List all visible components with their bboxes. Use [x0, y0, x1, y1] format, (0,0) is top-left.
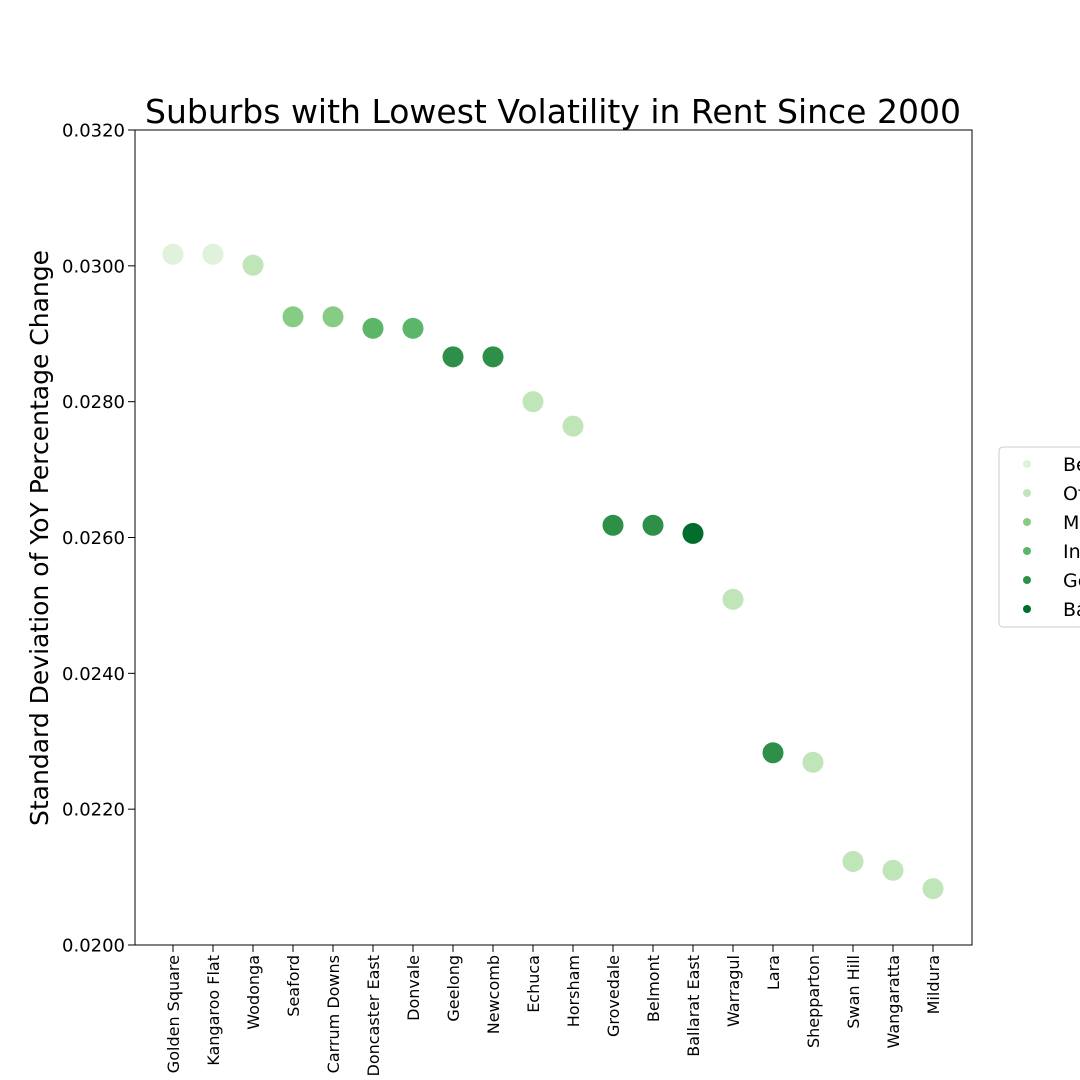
data-point[interactable]: [842, 850, 864, 872]
x-tick-label: Wodonga: [244, 955, 263, 1030]
x-tick-label: Carrum Downs: [324, 955, 343, 1073]
y-tick-label: 0.0280: [62, 392, 125, 413]
data-point[interactable]: [242, 254, 264, 276]
data-point[interactable]: [482, 346, 504, 368]
legend-marker: [1023, 518, 1031, 526]
data-point[interactable]: [722, 588, 744, 610]
x-tick-label: Ballarat East: [684, 955, 703, 1057]
legend-label: In: [1063, 541, 1080, 563]
data-point[interactable]: [162, 243, 184, 265]
plot-area: [134, 129, 973, 946]
legend-marker: [1023, 489, 1031, 497]
legend-marker: [1023, 460, 1031, 468]
y-tick-label: 0.0220: [62, 800, 125, 821]
data-point[interactable]: [322, 306, 344, 328]
y-tick-label: 0.0300: [62, 256, 125, 277]
x-tick-label: Geelong: [444, 955, 463, 1022]
x-tick-label: Echuca: [524, 955, 543, 1013]
legend-label: Be: [1063, 454, 1080, 476]
legend-marker: [1023, 547, 1031, 555]
legend-marker: [1023, 605, 1031, 613]
y-tick-label: 0.0200: [62, 936, 125, 957]
data-point[interactable]: [922, 878, 944, 900]
x-tick-label: Newcomb: [484, 955, 503, 1034]
data-point[interactable]: [442, 346, 464, 368]
x-tick-label: Lara: [764, 955, 783, 990]
data-point[interactable]: [802, 751, 824, 773]
data-points: [162, 243, 944, 900]
data-point[interactable]: [882, 859, 904, 881]
x-axis: Golden Square Kangaroo Flat Wodonga Seaford…: [164, 945, 943, 1077]
data-point[interactable]: [602, 514, 624, 536]
x-tick-label: Swan Hill: [844, 955, 863, 1029]
x-tick-label: Shepparton: [804, 955, 823, 1048]
x-tick-label: Horsham: [564, 955, 583, 1027]
legend-label: Ge: [1063, 570, 1080, 592]
x-tick-label: Warragul: [724, 955, 743, 1027]
x-tick-label: Kangaroo Flat: [204, 955, 223, 1066]
legend-label: Ba: [1063, 599, 1080, 621]
x-tick-label: Doncaster East: [364, 955, 383, 1077]
x-tick-label: Golden Square: [164, 955, 183, 1073]
legend[interactable]: Be Of M In Ge Ba: [998, 446, 1080, 628]
legend-label: M: [1063, 512, 1079, 534]
chart-title: Suburbs with Lowest Volatility in Rent S…: [145, 92, 961, 131]
data-point[interactable]: [202, 243, 224, 265]
data-point[interactable]: [522, 391, 544, 413]
data-point[interactable]: [682, 522, 704, 544]
x-tick-label: Wangaratta: [884, 955, 903, 1048]
legend-marker: [1023, 576, 1031, 584]
y-tick-label: 0.0260: [62, 528, 125, 549]
x-tick-label: Mildura: [924, 955, 943, 1014]
x-tick-label: Seaford: [284, 955, 303, 1017]
y-tick-label: 0.0320: [62, 121, 125, 142]
data-point[interactable]: [402, 317, 424, 339]
legend-box: [998, 446, 1080, 628]
y-tick-label: 0.0240: [62, 664, 125, 685]
data-point[interactable]: [762, 742, 784, 764]
x-tick-label: Donvale: [404, 955, 423, 1021]
y-axis: 0.0200 0.0220 0.0240 0.0260 0.0280 0.0300 0.03…: [62, 121, 135, 957]
data-point[interactable]: [562, 415, 584, 437]
y-axis-label: Standard Deviation of YoY Percentage Cha…: [25, 250, 54, 826]
legend-label: Of: [1063, 483, 1080, 505]
x-tick-label: Grovedale: [604, 955, 623, 1037]
data-point[interactable]: [282, 306, 304, 328]
data-point[interactable]: [642, 514, 664, 536]
x-tick-label: Belmont: [644, 955, 663, 1022]
data-point[interactable]: [362, 317, 384, 339]
